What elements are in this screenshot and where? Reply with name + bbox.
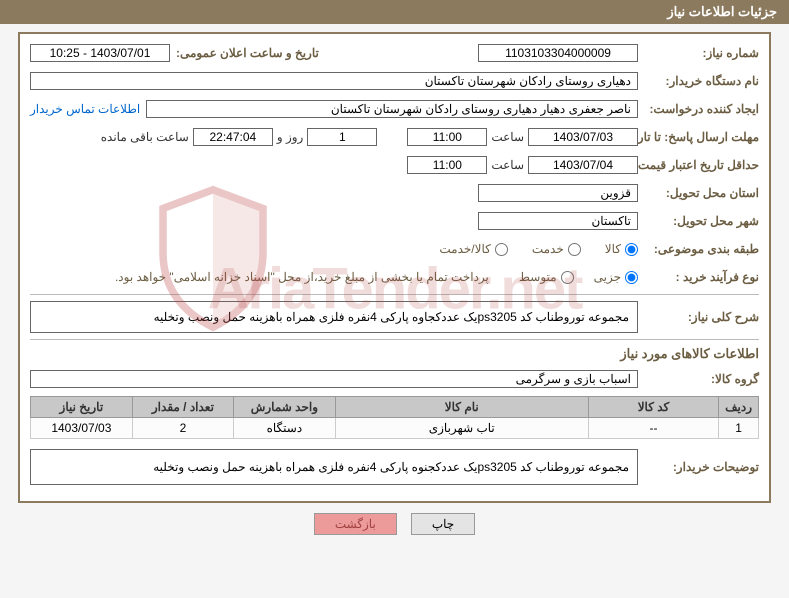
- separator-2: [30, 339, 759, 340]
- label-requester: ایجاد کننده درخواست:: [644, 102, 759, 116]
- process-note: پرداخت تمام یا بخشی از مبلغ خرید،از محل …: [115, 270, 489, 284]
- radio-goods-service-label: کالا/خدمت: [439, 242, 490, 256]
- print-button[interactable]: چاپ: [411, 513, 475, 535]
- label-process-type: نوع فرآیند خرید :: [644, 270, 759, 284]
- field-delivery-city: تاکستان: [478, 212, 638, 230]
- radio-medium[interactable]: متوسط: [519, 270, 574, 284]
- label-buyer-desc: توضیحات خریدار:: [644, 449, 759, 485]
- radio-partial-label: جزیی: [594, 270, 621, 284]
- radio-medium-input[interactable]: [561, 271, 574, 284]
- radio-goods-service[interactable]: کالا/خدمت: [439, 242, 507, 256]
- label-delivery-city: شهر محل تحویل:: [644, 214, 759, 228]
- radio-partial[interactable]: جزیی: [594, 270, 638, 284]
- row-process-type: نوع فرآیند خرید : جزیی متوسط پرداخت تمام…: [30, 266, 759, 288]
- process-options: جزیی متوسط: [519, 270, 638, 284]
- label-general-desc: شرح کلی نیاز:: [644, 301, 759, 333]
- page-header: جزئیات اطلاعات نیاز: [0, 0, 789, 24]
- label-buyer-org: نام دستگاه خریدار:: [644, 74, 759, 88]
- items-table-body: 1--تاب شهربازیدستگاه21403/07/03: [31, 418, 759, 439]
- main-panel: شماره نیاز: 1103103304000009 تاریخ و ساع…: [18, 32, 771, 503]
- row-need-number: شماره نیاز: 1103103304000009 تاریخ و ساع…: [30, 42, 759, 64]
- row-buyer-org: نام دستگاه خریدار: دهیاری روستای رادکان …: [30, 70, 759, 92]
- back-button[interactable]: بازگشت: [314, 513, 397, 535]
- label-time-1: ساعت: [491, 130, 524, 144]
- radio-partial-input[interactable]: [625, 271, 638, 284]
- label-days: روز و: [277, 130, 304, 144]
- table-cell: --: [588, 418, 718, 439]
- label-time-2: ساعت: [491, 158, 524, 172]
- col-row: ردیف: [719, 397, 759, 418]
- label-announce-dt: تاریخ و ساعت اعلان عمومی:: [176, 46, 319, 60]
- row-delivery-city: شهر محل تحویل: تاکستان: [30, 210, 759, 232]
- radio-goods[interactable]: کالا: [605, 242, 638, 256]
- row-general-desc: شرح کلی نیاز: مجموعه توروطناب کد ps3205ی…: [30, 301, 759, 333]
- field-price-validity-time: 11:00: [407, 156, 487, 174]
- radio-goods-service-input[interactable]: [495, 243, 508, 256]
- table-cell: 1: [719, 418, 759, 439]
- col-code: کد کالا: [588, 397, 718, 418]
- field-buyer-org: دهیاری روستای رادکان شهرستان تاکستان: [30, 72, 638, 90]
- table-cell: تاب شهربازی: [335, 418, 588, 439]
- radio-service-input[interactable]: [568, 243, 581, 256]
- col-unit: واحد شمارش: [234, 397, 336, 418]
- row-response-deadline: مهلت ارسال پاسخ: تا تاریخ: 1403/07/03 سا…: [30, 126, 759, 148]
- link-contact-buyer[interactable]: اطلاعات تماس خریدار: [30, 102, 140, 116]
- row-goods-group: گروه کالا: اسباب بازی و سرگرمی: [30, 368, 759, 390]
- field-announce-dt: 1403/07/01 - 10:25: [30, 44, 170, 62]
- footer-buttons: چاپ بازگشت: [0, 513, 789, 535]
- label-category: طبقه بندی موضوعی:: [644, 242, 759, 256]
- separator-1: [30, 294, 759, 295]
- table-row: 1--تاب شهربازیدستگاه21403/07/03: [31, 418, 759, 439]
- label-goods-group: گروه کالا:: [644, 372, 759, 386]
- field-need-number: 1103103304000009: [478, 44, 638, 62]
- radio-medium-label: متوسط: [519, 270, 557, 284]
- row-price-validity: حداقل تاریخ اعتبار قیمت: تا تاریخ: 1403/…: [30, 154, 759, 176]
- label-response-deadline: مهلت ارسال پاسخ: تا تاریخ:: [644, 130, 759, 144]
- radio-goods-label: کالا: [605, 242, 621, 256]
- section-items-title: اطلاعات کالاهای مورد نیاز: [30, 346, 759, 362]
- field-delivery-province: قزوین: [478, 184, 638, 202]
- radio-service[interactable]: خدمت: [532, 242, 581, 256]
- field-response-time: 11:00: [407, 128, 487, 146]
- field-remaining-days: 1: [307, 128, 377, 146]
- field-buyer-desc: مجموعه توروطناب کد ps3205یک عددکجنوه پار…: [30, 449, 638, 485]
- label-price-validity: حداقل تاریخ اعتبار قیمت: تا تاریخ:: [644, 158, 759, 172]
- radio-goods-input[interactable]: [625, 243, 638, 256]
- radio-service-label: خدمت: [532, 242, 564, 256]
- row-category: طبقه بندی موضوعی: کالا خدمت کالا/خدمت: [30, 238, 759, 260]
- col-date: تاریخ نیاز: [31, 397, 133, 418]
- col-name: نام کالا: [335, 397, 588, 418]
- field-remaining-time: 22:47:04: [193, 128, 273, 146]
- row-delivery-province: استان محل تحویل: قزوین: [30, 182, 759, 204]
- page-title: جزئیات اطلاعات نیاز: [667, 4, 777, 19]
- table-cell: دستگاه: [234, 418, 336, 439]
- row-buyer-desc: توضیحات خریدار: مجموعه توروطناب کد ps320…: [30, 449, 759, 485]
- field-goods-group: اسباب بازی و سرگرمی: [30, 370, 638, 388]
- field-price-validity-date: 1403/07/04: [528, 156, 638, 174]
- table-cell: 1403/07/03: [31, 418, 133, 439]
- category-options: کالا خدمت کالا/خدمت: [439, 242, 638, 256]
- label-delivery-province: استان محل تحویل:: [644, 186, 759, 200]
- label-remaining-after: ساعت باقی مانده: [101, 130, 189, 144]
- field-requester: ناصر جعفری دهیار دهیاری روستای رادکان شه…: [146, 100, 638, 118]
- items-table: ردیف کد کالا نام کالا واحد شمارش تعداد /…: [30, 396, 759, 439]
- label-need-number: شماره نیاز:: [644, 46, 759, 60]
- table-cell: 2: [132, 418, 233, 439]
- col-qty: تعداد / مقدار: [132, 397, 233, 418]
- row-requester: ایجاد کننده درخواست: ناصر جعفری دهیار ده…: [30, 98, 759, 120]
- items-table-head: ردیف کد کالا نام کالا واحد شمارش تعداد /…: [31, 397, 759, 418]
- field-response-date: 1403/07/03: [528, 128, 638, 146]
- field-general-desc: مجموعه توروطناب کد ps3205یک عددکجاوه پار…: [30, 301, 638, 333]
